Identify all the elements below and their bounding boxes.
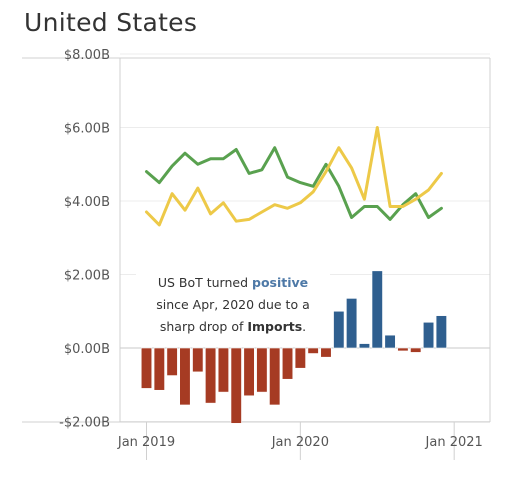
bar <box>410 347 422 353</box>
bar <box>333 310 345 349</box>
axes <box>22 57 491 460</box>
bar <box>153 347 165 391</box>
bar <box>269 347 281 406</box>
bar <box>205 347 217 404</box>
bars <box>140 270 447 424</box>
annotation-text: US BoT turned <box>157 275 252 290</box>
bar <box>192 347 204 373</box>
bar <box>346 298 358 349</box>
bar <box>179 347 191 406</box>
bar <box>422 321 435 349</box>
y-tick-label: $0.00B <box>64 342 110 357</box>
tick-labels: -$2.00B $0.00B $2.00B $4.00B $6.00B $8.00B Jan… <box>59 48 483 450</box>
annotation-line-1: US BoT turned positive <box>138 272 328 294</box>
annotation-highlight: positive <box>252 275 309 290</box>
annotation-line-3: sharp drop of Imports. <box>138 316 328 338</box>
bar <box>384 334 396 349</box>
bar <box>294 347 306 369</box>
x-tick-label: Jan 2019 <box>117 435 175 450</box>
annotation-text: . <box>302 319 307 334</box>
bar <box>320 347 332 358</box>
x-tick-label: Jan 2021 <box>425 435 483 450</box>
annotation: US BoT turned positive since Apr, 2020 d… <box>136 272 330 338</box>
annotation-text: sharp drop of <box>159 319 248 334</box>
bar <box>217 347 229 393</box>
annotation-bold: Imports <box>247 319 303 334</box>
bar <box>281 347 294 380</box>
y-tick-label: $4.00B <box>64 195 110 210</box>
series-line-green <box>145 146 443 221</box>
bar <box>435 315 447 349</box>
y-tick-label: $2.00B <box>64 269 110 284</box>
y-tick-label: $6.00B <box>64 122 110 137</box>
bar <box>307 347 319 354</box>
series-line-yellow <box>145 126 443 227</box>
bar <box>256 347 268 393</box>
bar <box>243 347 255 397</box>
bar <box>166 347 178 376</box>
bar <box>358 343 370 349</box>
x-tick-label: Jan 2020 <box>271 435 329 450</box>
bar <box>371 270 383 349</box>
series-lines <box>145 126 443 227</box>
y-tick-label: $8.00B <box>64 48 110 63</box>
bar <box>397 347 409 352</box>
bar <box>230 347 242 424</box>
chart-title: United States <box>24 8 198 37</box>
y-tick-label: -$2.00B <box>59 416 110 431</box>
bar <box>140 347 153 389</box>
annotation-line-2: since Apr, 2020 due to a <box>156 297 310 312</box>
